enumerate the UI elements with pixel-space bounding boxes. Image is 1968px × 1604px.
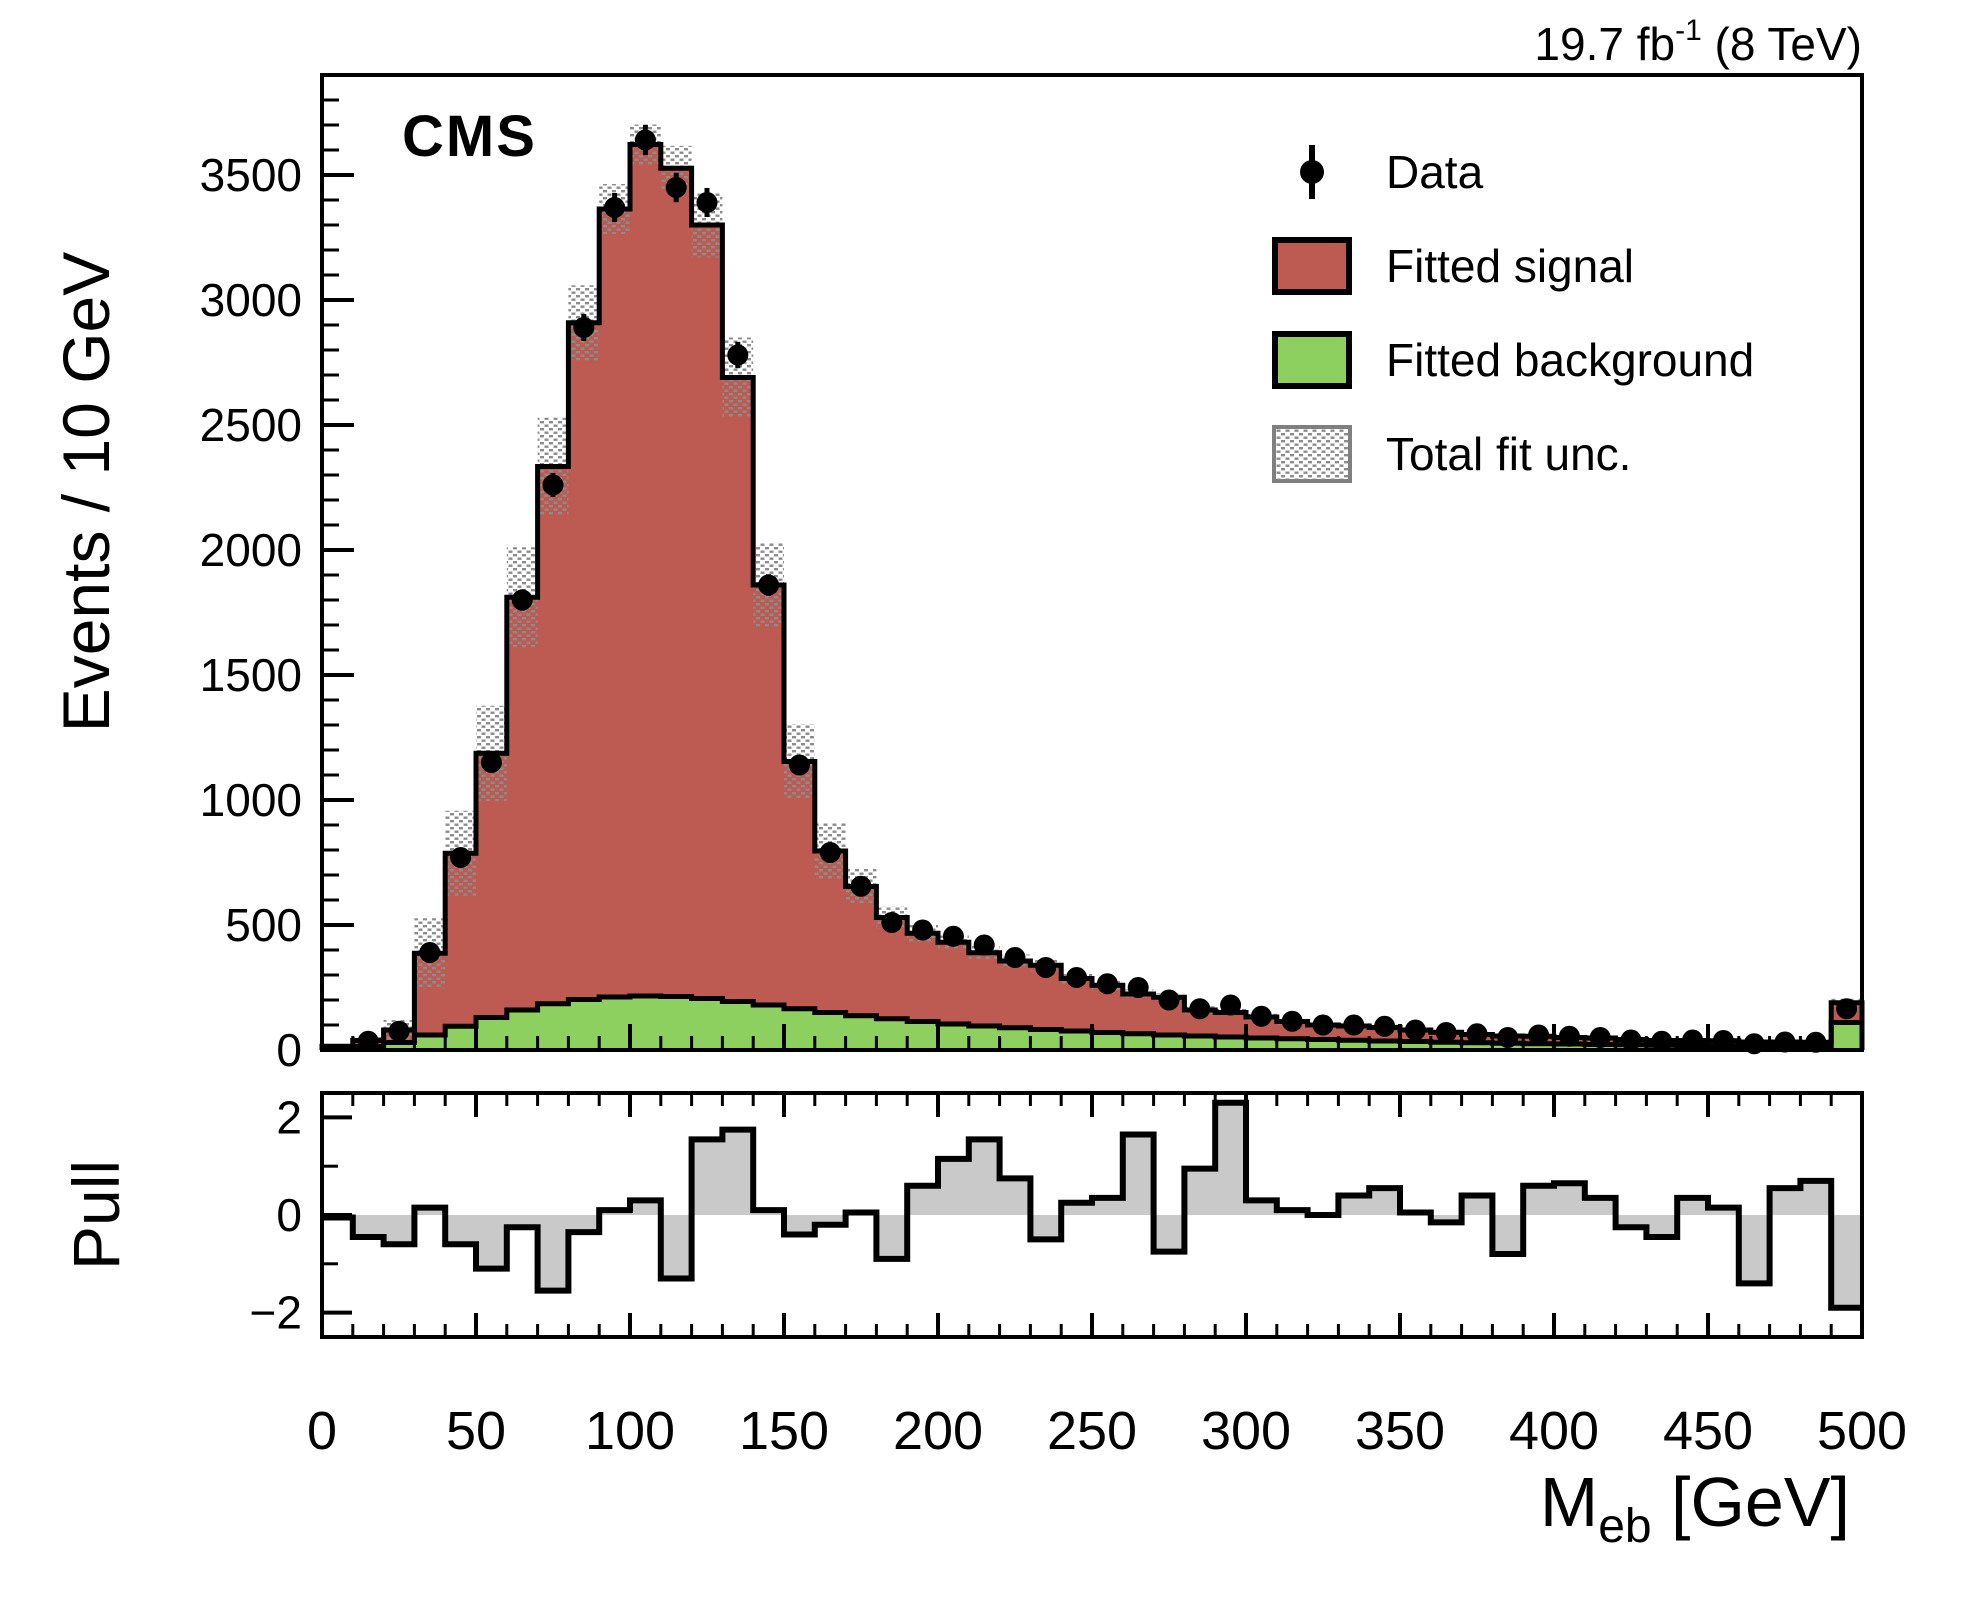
legend-label: Total fit unc.: [1386, 428, 1632, 480]
legend-label: Fitted background: [1386, 334, 1755, 386]
svg-text:−2: −2: [250, 1287, 302, 1339]
svg-text:500: 500: [225, 899, 302, 951]
svg-text:300: 300: [1201, 1401, 1291, 1461]
main-y-axis-title: Events / 10 GeV: [49, 251, 123, 733]
svg-text:0: 0: [276, 1189, 302, 1241]
svg-text:3000: 3000: [200, 274, 302, 326]
svg-text:1000: 1000: [200, 774, 302, 826]
svg-text:1500: 1500: [200, 649, 302, 701]
svg-text:3500: 3500: [200, 149, 302, 201]
legend-label: Data: [1386, 146, 1484, 198]
lumi-exponent: -1: [1675, 14, 1702, 47]
svg-text:350: 350: [1355, 1401, 1445, 1461]
svg-text:2000: 2000: [200, 524, 302, 576]
svg-text:250: 250: [1047, 1401, 1137, 1461]
legend-item-fitted-signal: Fitted signal: [1272, 219, 1754, 313]
svg-text:0: 0: [276, 1024, 302, 1076]
svg-text:100: 100: [585, 1401, 675, 1461]
data-marker-icon: [1300, 145, 1324, 199]
beam-energy: (8 TeV): [1701, 18, 1862, 70]
fitted-background-swatch-icon: [1272, 331, 1352, 389]
x-axis-title-symbol: M: [1539, 1463, 1599, 1541]
lumi-value: 19.7 fb: [1534, 18, 1676, 70]
svg-text:50: 50: [446, 1401, 506, 1461]
x-axis-title-subscript: eb: [1598, 1500, 1652, 1553]
legend: Data Fitted signal Fitted background Tot…: [1272, 125, 1754, 501]
x-axis-title: Meb [GeV]: [1539, 1462, 1850, 1553]
legend-item-total-fit-unc: Total fit unc.: [1272, 407, 1754, 501]
luminosity-label: 19.7 fb-1 (8 TeV): [1534, 14, 1862, 71]
svg-text:200: 200: [893, 1401, 983, 1461]
svg-text:500: 500: [1817, 1401, 1907, 1461]
total-fit-uncertainty-swatch-icon: [1272, 425, 1352, 483]
experiment-label: CMS: [402, 104, 537, 169]
svg-text:400: 400: [1509, 1401, 1599, 1461]
x-axis-title-unit: [GeV]: [1651, 1463, 1850, 1541]
pull-y-axis-title: Pull: [59, 1159, 133, 1271]
legend-item-data: Data: [1272, 125, 1754, 219]
svg-text:450: 450: [1663, 1401, 1753, 1461]
legend-label: Fitted signal: [1386, 240, 1635, 292]
svg-text:2500: 2500: [200, 399, 302, 451]
fitted-signal-swatch-icon: [1272, 237, 1352, 295]
svg-text:150: 150: [739, 1401, 829, 1461]
svg-text:2: 2: [276, 1091, 302, 1143]
svg-text:0: 0: [307, 1401, 337, 1461]
legend-item-fitted-background: Fitted background: [1272, 313, 1754, 407]
